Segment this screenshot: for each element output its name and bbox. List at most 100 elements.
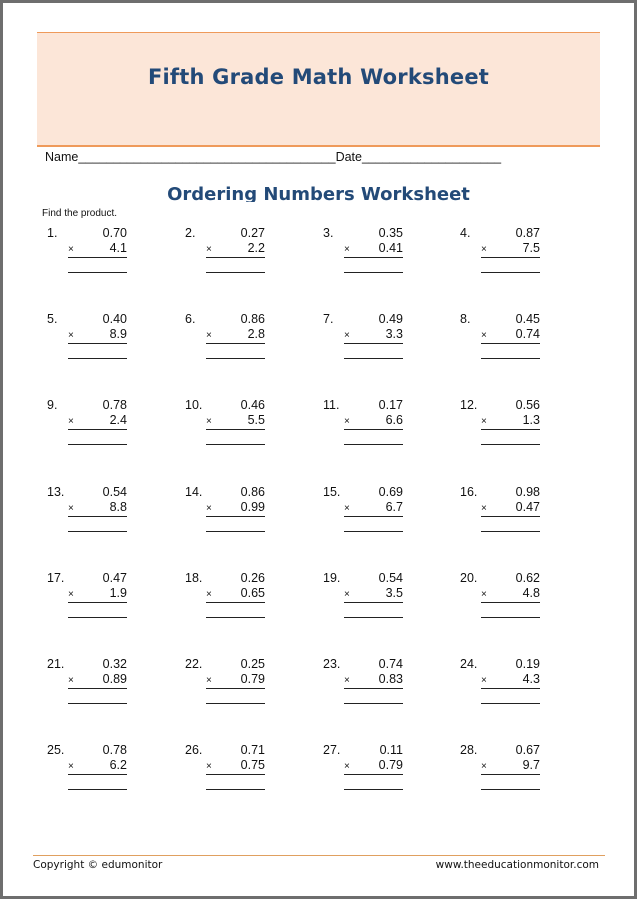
problem-number: 12. <box>460 398 478 413</box>
multiplicand: 0.49 <box>378 312 403 327</box>
answer-line[interactable] <box>68 789 127 791</box>
answer-line[interactable] <box>68 530 127 532</box>
problem-item: 18. 0.26 × 0.65 <box>185 571 265 631</box>
date-field[interactable]: ____________________ <box>361 150 502 164</box>
multiplicand: 0.71 <box>240 743 265 758</box>
multiplier: 6.6 <box>385 413 403 428</box>
date-label: Date <box>335 150 362 164</box>
answer-line[interactable] <box>206 616 265 618</box>
answer-line[interactable] <box>206 358 265 360</box>
product-rule <box>68 601 127 603</box>
multiplicand: 0.54 <box>102 484 127 499</box>
problem-item: 15. 0.69 × 6.7 <box>323 485 403 545</box>
problem-item: 19. 0.54 × 3.5 <box>323 571 403 631</box>
answer-line[interactable] <box>68 703 127 704</box>
problem-number: 7. <box>323 312 334 327</box>
multiply-sign: × <box>481 330 487 342</box>
answer-line[interactable] <box>344 358 403 360</box>
answer-line[interactable] <box>68 444 127 446</box>
multiplier: 4.3 <box>522 672 540 686</box>
problem-item: 17. 0.47 × 1.9 <box>47 571 127 631</box>
problem-number: 4. <box>460 226 471 240</box>
multiplier: 0.89 <box>102 672 127 686</box>
multiplicand: 0.78 <box>102 398 127 413</box>
problem-item: 22. 0.25 × 0.79 <box>185 657 265 717</box>
website-text: www.theeducationmonitor.com <box>435 859 599 871</box>
answer-line[interactable] <box>481 530 540 532</box>
multiplicand: 0.35 <box>378 226 403 240</box>
answer-line[interactable] <box>481 272 540 273</box>
problem-number: 23. <box>323 657 341 671</box>
multiply-sign: × <box>344 416 350 428</box>
multiply-sign: × <box>481 502 487 514</box>
problem-item: 16. 0.98 × 0.47 <box>460 485 540 545</box>
product-rule <box>481 429 540 431</box>
multiply-sign: × <box>344 244 350 255</box>
multiplicand: 0.98 <box>515 484 540 499</box>
problem-number: 6. <box>185 312 196 327</box>
multiplier: 8.9 <box>109 327 127 342</box>
multiplier: 6.2 <box>109 758 127 773</box>
answer-line[interactable] <box>344 444 403 446</box>
multiply-sign: × <box>206 416 212 428</box>
answer-line[interactable] <box>344 272 403 273</box>
multiplier: 7.5 <box>522 241 540 255</box>
answer-line[interactable] <box>344 616 403 618</box>
multiplier: 3.5 <box>385 585 403 600</box>
multiply-sign: × <box>206 588 212 600</box>
product-rule <box>481 774 540 776</box>
multiply-sign: × <box>68 416 74 428</box>
subtitle-container: Ordering Numbers Worksheet <box>0 182 637 202</box>
problem-number: 26. <box>185 743 203 758</box>
multiply-sign: × <box>481 244 487 255</box>
answer-line[interactable] <box>206 444 265 446</box>
worksheet-title: Fifth Grade Math Worksheet <box>147 65 490 89</box>
problem-item: 10. 0.46 × 5.5 <box>185 398 265 458</box>
problem-item: 1. 0.70 × 4.1 <box>47 226 127 286</box>
multiplicand: 0.87 <box>515 226 540 240</box>
product-rule <box>344 257 403 258</box>
answer-line[interactable] <box>206 703 265 704</box>
answer-line[interactable] <box>344 703 403 704</box>
multiplier: 5.5 <box>247 413 265 428</box>
product-rule <box>206 515 265 517</box>
problem-number: 21. <box>47 657 65 671</box>
multiplier: 0.79 <box>378 758 403 773</box>
multiplicand: 0.86 <box>240 484 265 499</box>
answer-line[interactable] <box>68 272 127 273</box>
product-rule <box>481 688 540 689</box>
multiplicand: 0.19 <box>515 657 540 671</box>
answer-line[interactable] <box>68 358 127 360</box>
multiplier: 0.41 <box>378 241 403 255</box>
problem-item: 9. 0.78 × 2.4 <box>47 398 127 458</box>
answer-line[interactable] <box>481 444 540 446</box>
problem-item: 2. 0.27 × 2.2 <box>185 226 265 286</box>
problem-item: 27. 0.11 × 0.79 <box>323 743 403 803</box>
multiplier: 1.3 <box>522 413 540 428</box>
product-rule <box>344 429 403 431</box>
answer-line[interactable] <box>206 530 265 532</box>
problem-number: 1. <box>47 226 58 240</box>
name-field[interactable]: _____________________________________ <box>78 150 336 164</box>
multiplier: 4.1 <box>109 241 127 255</box>
answer-line[interactable] <box>344 789 403 791</box>
answer-line[interactable] <box>68 616 127 618</box>
product-rule <box>206 343 265 345</box>
answer-line[interactable] <box>206 272 265 273</box>
answer-line[interactable] <box>481 616 540 618</box>
product-rule <box>344 343 403 345</box>
multiplicand: 0.46 <box>240 398 265 413</box>
answer-line[interactable] <box>481 358 540 360</box>
multiplicand: 0.26 <box>240 570 265 585</box>
answer-line[interactable] <box>481 789 540 791</box>
answer-line[interactable] <box>344 530 403 532</box>
problem-number: 13. <box>47 484 65 499</box>
problem-item: 25. 0.78 × 6.2 <box>47 743 127 803</box>
product-rule <box>206 688 265 689</box>
header-banner: Fifth Grade Math Worksheet <box>37 32 600 147</box>
problem-item: 20. 0.62 × 4.8 <box>460 571 540 631</box>
product-rule <box>206 429 265 431</box>
answer-line[interactable] <box>206 789 265 791</box>
answer-line[interactable] <box>481 703 540 704</box>
